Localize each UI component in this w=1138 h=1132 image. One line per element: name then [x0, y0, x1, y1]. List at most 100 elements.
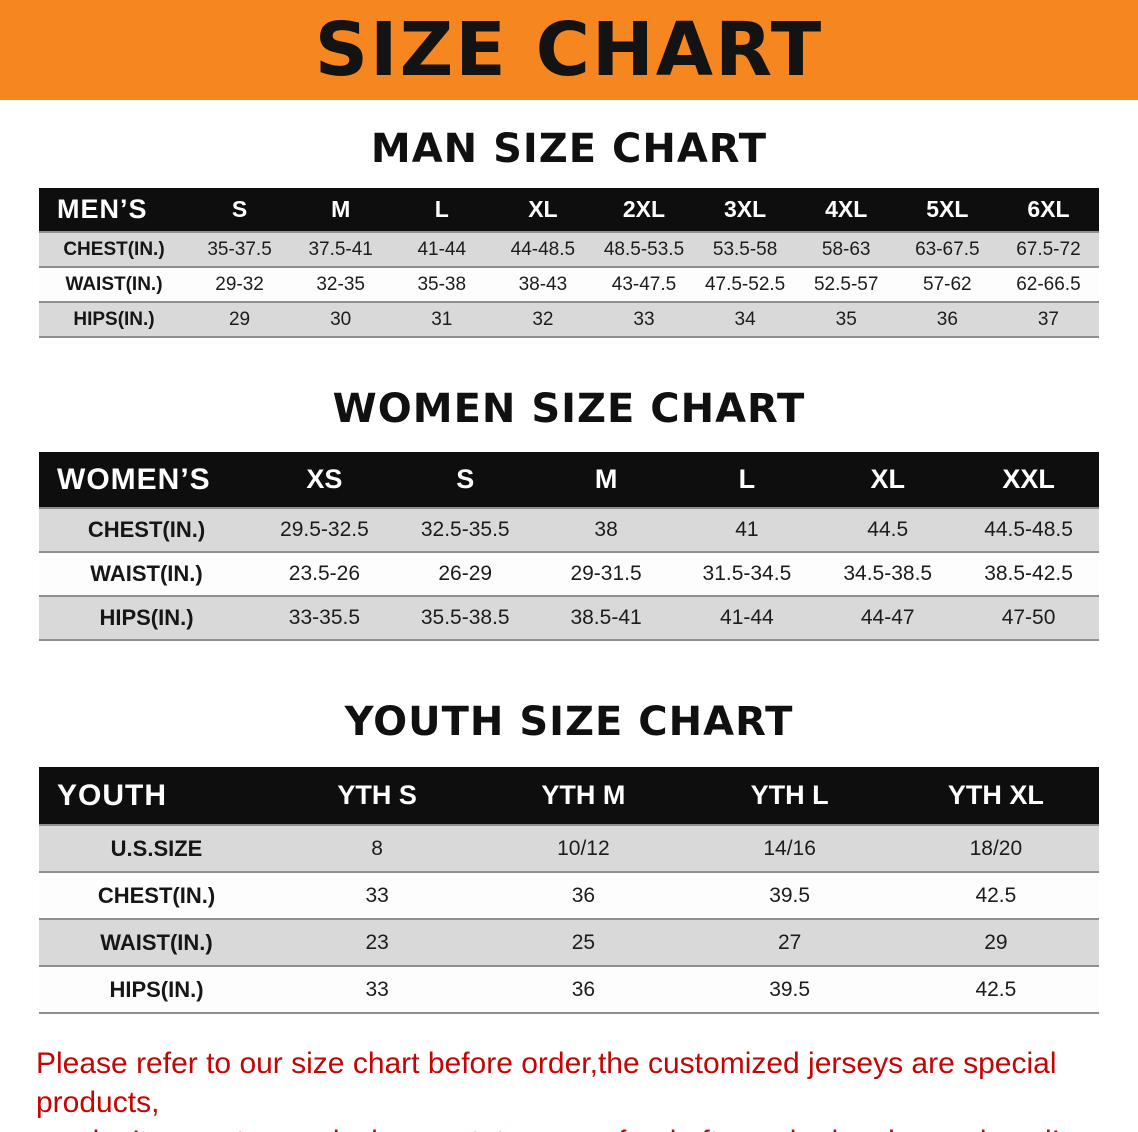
womens-size-table: WOMEN’S XS S M L XL XXL CHEST(IN.) 29.5-32.5 32.5… — [39, 452, 1099, 641]
row-label: HIPS(IN.) — [109, 976, 204, 1002]
mens-size-table: MEN’S S M L XL 2XL 3XL 4XL 5XL 6XL CHEST(IN.) 35-37… — [39, 188, 1099, 338]
value-cell: 47.5-52.5 — [704, 273, 786, 295]
value-cell: 32-35 — [316, 273, 365, 295]
size-column-header: 4XL — [795, 188, 897, 232]
disclaimer-line-2: we don’t accept cancel, change, teturn o… — [36, 1122, 1102, 1132]
section-youth: YOUTH SIZE CHART YOUTH YTH S YTH M YTH L YTH … — [0, 699, 1138, 1014]
value-cell: 29.5-32.5 — [280, 518, 369, 541]
value-cell: 44.5-48.5 — [984, 518, 1073, 541]
value-cell: 36 — [571, 883, 596, 907]
size-column-header: XS — [254, 452, 395, 508]
row-label: WAIST(IN.) — [65, 273, 163, 295]
womens-corner-label: WOMEN’S — [39, 452, 254, 508]
value-cell: 63-67.5 — [915, 238, 980, 260]
value-cell: 67.5-72 — [1016, 238, 1081, 260]
banner: SIZE CHART — [0, 0, 1138, 100]
size-column-header: S — [394, 452, 536, 508]
value-cell: 57-62 — [923, 273, 972, 295]
value-cell: 42.5 — [975, 883, 1017, 907]
value-cell: 62-66.5 — [1016, 273, 1081, 295]
value-cell: 38.5-42.5 — [984, 562, 1073, 585]
page-title: SIZE CHART — [314, 7, 824, 93]
value-cell: 35-38 — [417, 273, 467, 295]
size-column-header: YTH S — [274, 767, 481, 825]
value-cell: 42.5 — [975, 977, 1017, 1001]
value-cell: 35-37.5 — [207, 238, 272, 260]
value-cell: 48.5-53.5 — [603, 238, 685, 260]
row-label: WAIST(IN.) — [100, 929, 213, 955]
value-cell: 25 — [571, 930, 596, 954]
table-row: CHEST(IN.) 29.5-32.5 32.5-35.5 38 41 44.5 44.5… — [39, 508, 1099, 552]
size-column-header: XL — [492, 188, 594, 232]
size-column-header: YTH M — [480, 767, 687, 825]
value-cell: 33 — [365, 883, 389, 907]
section-womens: WOMEN SIZE CHART WOMEN’S XS S M L XL XXL CHEST(I… — [0, 386, 1138, 641]
size-column-header: S — [189, 188, 291, 232]
value-cell: 34 — [734, 308, 756, 330]
youth-corner-label: YOUTH — [39, 767, 274, 825]
size-column-header: YTH XL — [892, 767, 1099, 825]
value-cell: 33 — [633, 308, 655, 330]
table-row: WAIST(IN.) 23 25 27 29 — [39, 919, 1099, 966]
value-cell: 26-29 — [438, 562, 493, 585]
value-cell: 23.5-26 — [288, 562, 361, 585]
value-cell: 44.5 — [867, 518, 909, 541]
size-column-header: M — [290, 188, 392, 232]
value-cell: 27 — [777, 930, 802, 954]
row-label: HIPS(IN.) — [73, 308, 155, 330]
value-cell: 29 — [984, 930, 1008, 954]
row-label: CHEST(IN.) — [97, 882, 216, 908]
value-cell: 31 — [431, 308, 453, 330]
size-column-header: 6XL — [997, 188, 1099, 232]
youth-header-row: YOUTH YTH S YTH M YTH L YTH XL — [39, 767, 1099, 825]
mens-header-row: MEN’S S M L XL 2XL 3XL 4XL 5XL 6XL — [39, 188, 1099, 232]
value-cell: 18/20 — [969, 836, 1023, 860]
table-row: CHEST(IN.) 35-37.5 37.5-41 41-44 44-48.5 48.5… — [39, 232, 1099, 267]
size-column-header: L — [391, 188, 493, 232]
size-column-header: M — [535, 452, 677, 508]
value-cell: 29-32 — [215, 273, 264, 295]
youth-size-table: YOUTH YTH S YTH M YTH L YTH XL U.S.SIZE 8 10/12… — [39, 767, 1099, 1014]
table-row: U.S.SIZE 8 10/12 14/16 18/20 — [39, 825, 1099, 872]
value-cell: 43-47.5 — [611, 273, 677, 295]
section-mens: MAN SIZE CHART MEN’S S M L XL 2XL 3XL 4XL 5XL 6XL C… — [0, 126, 1138, 338]
disclaimer: Please refer to our size chart before or… — [0, 1044, 1138, 1132]
value-cell: 30 — [330, 308, 352, 330]
sections: MAN SIZE CHART MEN’S S M L XL 2XL 3XL 4XL 5XL 6XL C… — [0, 126, 1138, 1014]
table-row: WAIST(IN.) 23.5-26 26-29 29-31.5 31.5-34.5 34… — [39, 552, 1099, 596]
size-column-header: XXL — [958, 452, 1099, 508]
disclaimer-line-1: Please refer to our size chart before or… — [36, 1047, 1057, 1119]
size-column-header: 3XL — [694, 188, 796, 232]
row-label: U.S.SIZE — [110, 835, 203, 861]
size-column-header: 2XL — [593, 188, 695, 232]
value-cell: 52.5-57 — [813, 273, 879, 295]
value-cell: 53.5-58 — [712, 238, 778, 260]
table-row: HIPS(IN.) 33 36 39.5 42.5 — [39, 966, 1099, 1013]
size-column-header: XL — [817, 452, 959, 508]
value-cell: 14/16 — [763, 836, 816, 860]
value-cell: 29 — [228, 308, 251, 330]
youth-heading: YOUTH SIZE CHART — [344, 699, 794, 745]
value-cell: 33-35.5 — [288, 606, 361, 629]
value-cell: 41 — [735, 518, 759, 541]
table-row: WAIST(IN.) 29-32 32-35 35-38 38-43 43-47.5 47.… — [39, 267, 1099, 302]
row-label: WAIST(IN.) — [90, 561, 203, 586]
value-cell: 33 — [365, 977, 389, 1001]
value-cell: 38-43 — [518, 273, 568, 295]
value-cell: 39.5 — [769, 977, 811, 1001]
row-label: HIPS(IN.) — [99, 605, 194, 630]
table-row: CHEST(IN.) 33 36 39.5 42.5 — [39, 872, 1099, 919]
value-cell: 35.5-38.5 — [420, 606, 510, 629]
value-cell: 38 — [594, 518, 618, 541]
size-column-header: YTH L — [686, 767, 893, 825]
value-cell: 44-48.5 — [510, 238, 576, 260]
value-cell: 31.5-34.5 — [702, 562, 792, 585]
value-cell: 47-50 — [1001, 606, 1056, 629]
value-cell: 41-44 — [417, 238, 467, 260]
womens-heading: WOMEN SIZE CHART — [332, 386, 806, 432]
value-cell: 23 — [365, 930, 389, 954]
table-row: HIPS(IN.) 33-35.5 35.5-38.5 38.5-41 41-44 44-… — [39, 596, 1099, 640]
value-cell: 44-47 — [860, 606, 915, 629]
value-cell: 39.5 — [769, 883, 811, 907]
